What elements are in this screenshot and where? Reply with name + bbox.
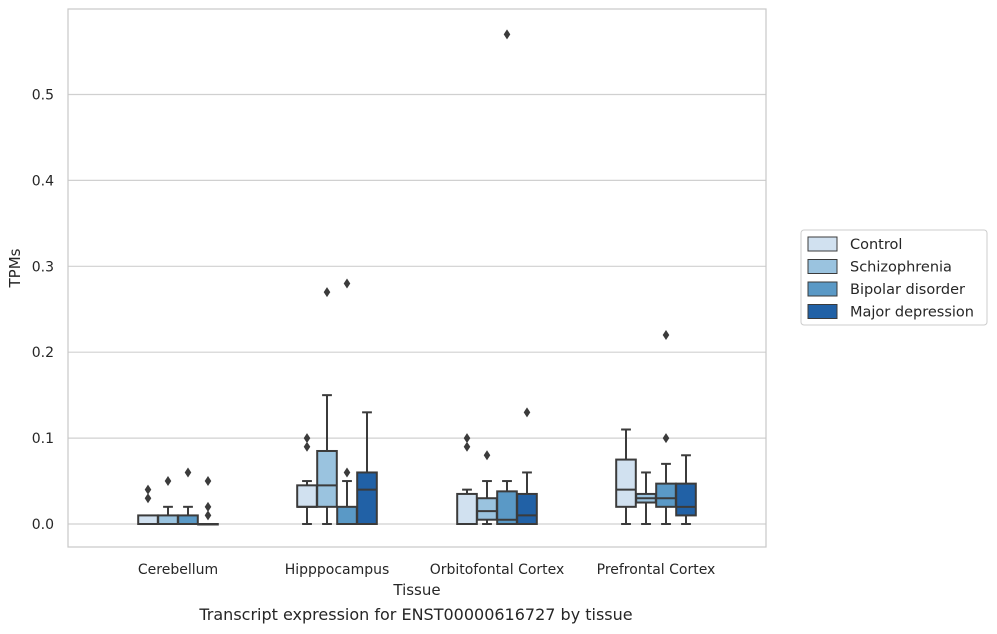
box-2-3 xyxy=(516,407,538,525)
y-tick-label: 0.0 xyxy=(32,517,54,533)
box-1-3 xyxy=(356,411,378,525)
box-1-0 xyxy=(296,433,318,525)
box-iqr xyxy=(476,497,498,521)
box-iqr xyxy=(456,492,478,525)
box-1-1 xyxy=(316,287,338,525)
box-iqr xyxy=(356,471,378,525)
box-0-2 xyxy=(177,467,199,525)
box-iqr xyxy=(137,514,159,525)
legend-swatch xyxy=(807,281,838,297)
box-1-2 xyxy=(336,278,358,526)
box-3-3 xyxy=(675,454,697,525)
box-iqr xyxy=(157,514,179,525)
box-0-1 xyxy=(157,476,179,525)
legend-swatch xyxy=(807,236,838,252)
box-2-1 xyxy=(476,450,498,525)
outlier-point xyxy=(144,484,152,495)
box-2-2 xyxy=(496,29,518,525)
box-iqr xyxy=(336,505,358,526)
box-iqr xyxy=(296,484,318,508)
y-tick-labels: 0.0 0.1 0.2 0.3 0.4 0.5 xyxy=(32,88,54,534)
y-tick-label: 0.4 xyxy=(32,173,54,189)
outlier-point xyxy=(463,433,471,444)
outlier-point xyxy=(343,467,351,478)
outlier-point xyxy=(523,407,531,418)
outlier-point xyxy=(204,476,212,487)
box-0-0 xyxy=(137,484,159,525)
outlier-point xyxy=(204,510,212,521)
legend-label: Schizophrenia xyxy=(850,260,952,276)
outlier-point xyxy=(204,501,212,512)
legend-swatch xyxy=(807,304,838,319)
legend-swatch xyxy=(807,259,838,274)
plot-frame xyxy=(67,8,767,548)
outlier-point xyxy=(303,433,311,444)
gridlines xyxy=(68,93,766,525)
outlier-point xyxy=(662,433,670,444)
box-3-0 xyxy=(615,428,637,525)
x-tick-label: Hipppocampus xyxy=(285,562,390,578)
y-tick-label: 0.2 xyxy=(32,345,54,361)
x-tick-label: Orbitofontal Cortex xyxy=(430,562,565,578)
box-3-1 xyxy=(635,471,657,525)
box-3-2 xyxy=(655,330,677,525)
outlier-point xyxy=(483,450,491,461)
outlier-point xyxy=(164,476,172,487)
legend-label: Major depression xyxy=(850,305,974,321)
x-tick-label: Prefrontal Cortex xyxy=(597,562,716,578)
outlier-point xyxy=(662,330,670,341)
y-tick-label: 0.1 xyxy=(32,431,54,447)
y-tick-label: 0.5 xyxy=(32,88,54,104)
outlier-point xyxy=(184,467,192,478)
outlier-point xyxy=(323,287,331,298)
figure-caption: Transcript expression for ENST0000061672… xyxy=(199,605,633,624)
legend-label: Control xyxy=(850,237,902,253)
legend-label: Bipolar disorder xyxy=(850,282,965,298)
legend-frame xyxy=(800,229,988,326)
outlier-point xyxy=(343,278,351,289)
x-tick-label: Cerebellum xyxy=(138,562,218,578)
y-axis-label: TPMs xyxy=(6,248,24,288)
y-tick-label: 0.3 xyxy=(32,259,54,275)
outlier-point xyxy=(503,29,511,40)
x-axis-label: Tissue xyxy=(392,581,440,599)
box-0-3 xyxy=(197,476,219,526)
outlier-point xyxy=(144,493,152,504)
outlier-point xyxy=(463,441,471,452)
box-iqr xyxy=(675,482,697,517)
x-tick-labels: Cerebellum Hipppocampus Orbitofontal Corte… xyxy=(138,562,715,578)
box-marks xyxy=(137,29,697,526)
box-2-0 xyxy=(456,433,478,525)
box-iqr xyxy=(655,482,677,508)
box-iqr xyxy=(615,458,637,508)
box-iqr xyxy=(177,514,199,525)
legend: Control Schizophrenia Bipolar disorder Majo… xyxy=(800,229,988,326)
outlier-point xyxy=(303,441,311,452)
box-iqr xyxy=(316,449,338,508)
box-iqr xyxy=(516,492,538,525)
